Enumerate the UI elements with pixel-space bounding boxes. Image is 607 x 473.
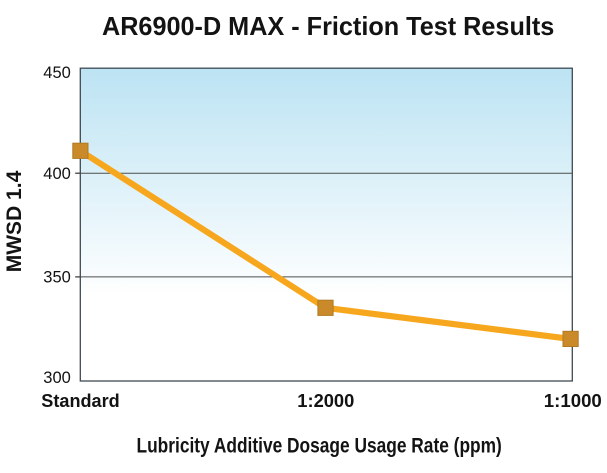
svg-text:1:1000: 1:1000 [544, 391, 602, 412]
svg-text:AR6900-D MAX - Friction Test R: AR6900-D MAX - Friction Test Results [102, 11, 554, 41]
svg-text:1:2000: 1:2000 [297, 391, 354, 412]
svg-text:Standard: Standard [41, 391, 119, 412]
svg-text:450: 450 [43, 64, 71, 82]
svg-text:Lubricity Additive Dosage Usag: Lubricity Additive Dosage Usage Rate (pp… [137, 434, 502, 458]
svg-text:400: 400 [43, 165, 71, 183]
svg-text:MWSD 1.4: MWSD 1.4 [3, 170, 26, 272]
svg-text:300: 300 [43, 369, 71, 387]
svg-text:350: 350 [43, 268, 71, 286]
